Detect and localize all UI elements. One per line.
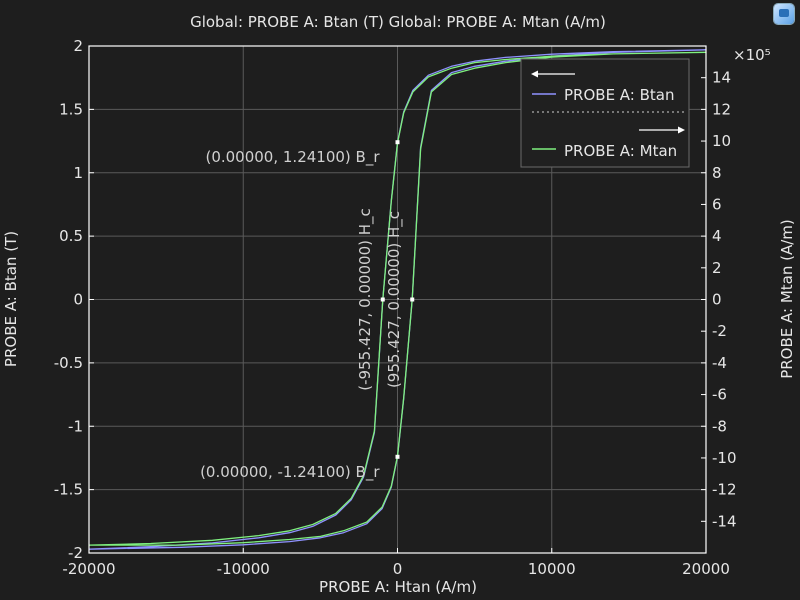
series-line-btan bbox=[88, 49, 707, 550]
y-right-tick-label: -2 bbox=[712, 322, 727, 340]
y-right-tick-label: 12 bbox=[712, 100, 731, 118]
y-right-tick-label: 6 bbox=[712, 195, 722, 213]
y-left-tick-label: 2 bbox=[73, 37, 83, 55]
y-right-tick-label: 8 bbox=[712, 164, 722, 182]
annotation-marker bbox=[395, 140, 400, 145]
y-right-tick-label: 14 bbox=[712, 69, 731, 87]
y-axis-right-label: PROBE A: Mtan (A/m) bbox=[778, 219, 796, 379]
x-tick-label: 20000 bbox=[682, 560, 730, 578]
x-axis-label: PROBE A: Htan (A/m) bbox=[319, 578, 477, 596]
annotation-label: (0.00000, -1.24100) B_r bbox=[200, 463, 380, 482]
y-right-tick-label: 2 bbox=[712, 259, 722, 277]
x-tick-label: -20000 bbox=[62, 560, 115, 578]
annotation-label: (0.00000, 1.24100) B_r bbox=[205, 148, 380, 167]
annotation-label: (-955.427, 0.00000) H_c bbox=[356, 208, 375, 391]
series-layer bbox=[88, 49, 707, 550]
y-left-tick-label: 0.5 bbox=[59, 227, 83, 245]
y-left-tick-label: 0 bbox=[73, 291, 83, 309]
y-right-tick-label: -4 bbox=[712, 354, 727, 372]
annotation-label: (955.427, 0.00000) H_c bbox=[385, 211, 404, 388]
y-left-tick-label: -2 bbox=[68, 544, 83, 562]
annotation-marker bbox=[410, 297, 415, 302]
y-right-tick-label: -8 bbox=[712, 417, 727, 435]
y-right-tick-label: 4 bbox=[712, 227, 722, 245]
y-right-tick-label: -10 bbox=[712, 449, 737, 467]
right-axis-multiplier: ×10⁵ bbox=[733, 46, 771, 64]
x-tick-label: -10000 bbox=[217, 560, 270, 578]
x-tick-label: 0 bbox=[393, 560, 403, 578]
chart-title: Global: PROBE A: Btan (T) Global: PROBE … bbox=[190, 13, 606, 31]
x-tick-label: 10000 bbox=[528, 560, 576, 578]
y-axis-left-label: PROBE A: Btan (T) bbox=[2, 231, 20, 367]
y-left-tick-label: 1 bbox=[73, 164, 83, 182]
annotations-layer: (0.00000, 1.24100) B_r (0.00000, -1.24100… bbox=[200, 140, 415, 482]
y-left-tick-label: -1 bbox=[68, 417, 83, 435]
y-right-tick-label: 0 bbox=[712, 291, 722, 309]
legend: PROBE A: Btan PROBE A: Mtan bbox=[520, 58, 690, 168]
grid bbox=[89, 46, 706, 553]
annotation-marker bbox=[380, 297, 385, 302]
arrow-right-icon bbox=[678, 126, 685, 134]
y-left-tick-label: -1.5 bbox=[54, 481, 83, 499]
legend-entry-btan: PROBE A: Btan bbox=[564, 86, 675, 104]
comsol-plot-icon[interactable] bbox=[774, 4, 794, 24]
series-line-mtan bbox=[88, 51, 707, 546]
annotation-marker bbox=[395, 454, 400, 459]
y-left-tick-label: 1.5 bbox=[59, 100, 83, 118]
y-right-tick-label: 10 bbox=[712, 132, 731, 150]
y-right-tick-label: -12 bbox=[712, 481, 737, 499]
arrow-left-icon bbox=[531, 70, 538, 78]
y-left-tick-label: -0.5 bbox=[54, 354, 83, 372]
y-right-tick-label: -6 bbox=[712, 386, 727, 404]
axes-layer: -20000 -10000 0 10000 20000 -2 -1.5 -1 -0.5 0 0.5 1… bbox=[54, 37, 737, 578]
legend-entry-mtan: PROBE A: Mtan bbox=[564, 142, 677, 160]
y-right-tick-label: -14 bbox=[712, 512, 737, 530]
